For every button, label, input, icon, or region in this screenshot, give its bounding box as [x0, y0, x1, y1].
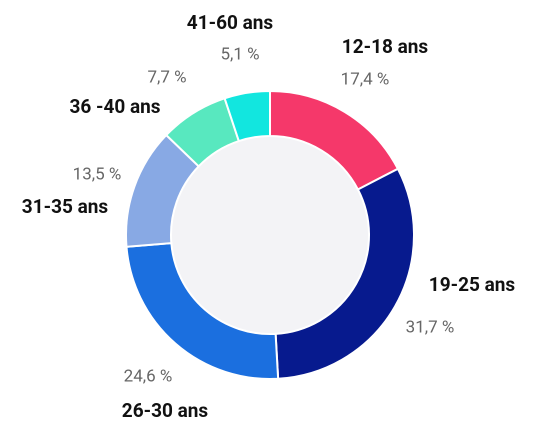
value-label: 13,5 %: [73, 164, 122, 184]
segment-label: 12-18 ans: [342, 35, 429, 58]
segment-label: 19-25 ans: [429, 273, 516, 296]
value-label: 31,7 %: [406, 317, 455, 337]
segment-label: 31-35 ans: [22, 195, 109, 218]
donut-segment: [223, 89, 271, 143]
segment-label: 41-60 ans: [187, 11, 274, 34]
donut-segment: [274, 167, 415, 380]
value-label: 7,7 %: [147, 67, 186, 87]
value-label: 17,4 %: [341, 69, 390, 89]
value-label: 24,6 %: [124, 366, 173, 386]
segment-label: 36 -40 ans: [69, 95, 160, 118]
value-label: 5,1 %: [220, 44, 259, 64]
segment-label: 26-30 ans: [122, 399, 209, 422]
donut-hole: [171, 136, 369, 334]
